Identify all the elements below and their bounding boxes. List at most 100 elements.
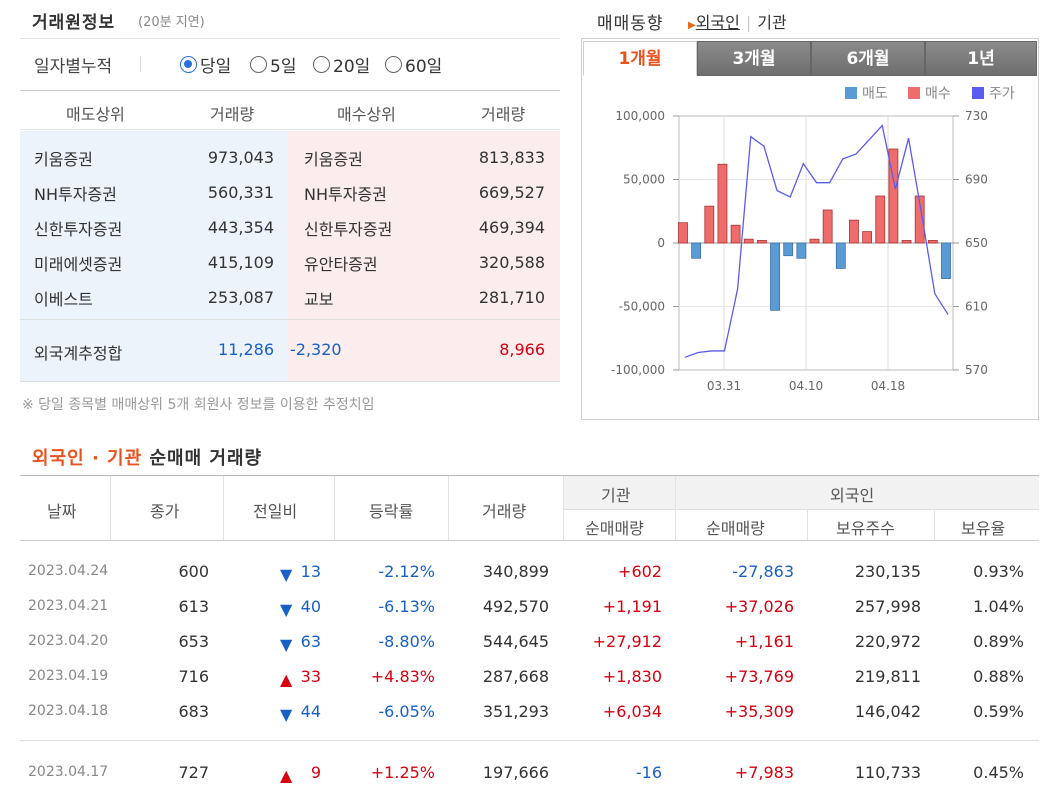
cell-volume: 197,666	[482, 763, 549, 782]
table-row: 2023.04.18 683 ▼ 44 -6.05% 351,293 +6,034 +35,3…	[0, 700, 1063, 735]
buy-bar	[809, 238, 820, 244]
legend-swatch	[972, 87, 984, 99]
buy-bar	[743, 238, 754, 244]
tab-3-months[interactable]: 3개월	[697, 41, 811, 76]
divider: |	[745, 13, 752, 32]
buy-bar	[888, 148, 899, 244]
trade-trend-chart: 100,000 50,000 0 -50,000 -100,000 730 690 650 61…	[611, 86, 1015, 393]
cell-foreign-net: +7,983	[734, 763, 794, 782]
cell-rate: -6.05%	[378, 702, 435, 721]
cell-holding-ratio: 0.89%	[973, 632, 1024, 651]
period-radio-label: 5일	[270, 57, 297, 77]
legend-swatch	[908, 87, 920, 99]
cell-volume: 340,899	[482, 562, 549, 581]
cell-close: 653	[178, 632, 209, 651]
cell-inst-net: +6,034	[602, 702, 662, 721]
th-change: 전일비	[253, 502, 298, 521]
cell-rate: -8.80%	[378, 632, 435, 651]
cell-date: 2023.04.18	[28, 703, 109, 719]
x-tick: 04.18	[871, 379, 905, 393]
net-trade-title: 외국인 · 기관 순매매 거래량	[32, 444, 262, 470]
cell-holding: 219,811	[854, 667, 921, 686]
estimate-note: ※ 당일 종목별 매매상위 5개 회원사 정보를 이용한 추정치임	[22, 397, 375, 413]
y-right-tick: 730	[965, 109, 988, 123]
sell-broker[interactable]: 이베스트	[34, 290, 93, 309]
cell-holding: 220,972	[854, 632, 921, 651]
cell-inst-net: +1,830	[602, 667, 662, 686]
triangle-down-icon: ▼	[280, 565, 293, 584]
cell-date: 2023.04.17	[28, 764, 109, 780]
th-rate: 등락률	[369, 502, 414, 521]
cell-volume: 287,668	[482, 667, 549, 686]
cell-rate: +1.25%	[370, 763, 435, 782]
legend-label: 주가	[989, 86, 1015, 102]
radio-circle-icon	[385, 56, 402, 73]
sell-bar	[796, 242, 807, 259]
buy-broker[interactable]: 교보	[304, 290, 334, 309]
cell-inst-net: +602	[618, 562, 662, 581]
th-foreign-net: 순매매량	[706, 519, 765, 538]
header-buy-volume: 거래량	[481, 105, 526, 124]
period-radio-1[interactable]: 5일	[250, 52, 296, 77]
cell-date: 2023.04.19	[28, 668, 109, 684]
cell-holding: 230,135	[854, 562, 921, 581]
cell-holding-ratio: 0.93%	[973, 562, 1024, 581]
cell-date: 2023.04.24	[28, 563, 109, 579]
link-foreign[interactable]: 외국인	[695, 13, 740, 32]
cell-close: 613	[178, 597, 209, 616]
cell-rate: -2.12%	[378, 562, 435, 581]
sell-broker[interactable]: 키움증권	[34, 150, 93, 169]
tab-1-month[interactable]: 1개월	[583, 41, 697, 76]
y-left-tick: -50,000	[619, 300, 665, 314]
cell-inst-net: +27,912	[592, 632, 662, 651]
trade-trend-title: 매매동향	[597, 14, 664, 34]
buy-bar	[822, 209, 833, 244]
rank-row: 신한투자증권 443,354 신한투자증권 469,394	[0, 213, 1063, 248]
cell-rate: +4.83%	[370, 667, 435, 686]
rank-row: 키움증권 973,043 키움증권 813,833	[0, 143, 1063, 178]
divider	[140, 56, 141, 72]
period-radio-0[interactable]: 당일	[180, 52, 231, 77]
foreign-sell: 11,286	[218, 340, 274, 359]
cell-change: 40	[300, 597, 321, 616]
tab-1-year[interactable]: 1년	[925, 41, 1037, 76]
sell-volume: 560,331	[207, 183, 274, 202]
net-trade-title-rest: 순매매 거래량	[149, 448, 263, 469]
buy-broker[interactable]: 신한투자증권	[304, 220, 393, 239]
divider	[110, 476, 111, 540]
cell-change: 33	[300, 667, 321, 686]
divider	[563, 509, 1039, 510]
cell-volume: 544,645	[482, 632, 549, 651]
th-holding: 보유주수	[836, 519, 895, 538]
cell-foreign-net: -27,863	[732, 562, 794, 581]
period-radio-2[interactable]: 20일	[313, 52, 370, 77]
legend-swatch	[845, 87, 857, 99]
tab-6-months[interactable]: 6개월	[811, 41, 925, 76]
buy-volume: 281,710	[478, 288, 545, 307]
sell-broker[interactable]: 신한투자증권	[34, 220, 123, 239]
cell-date: 2023.04.20	[28, 633, 109, 649]
sell-volume: 415,109	[207, 253, 274, 272]
header-buy-top: 매수상위	[337, 105, 396, 124]
cell-change: 9	[310, 763, 321, 782]
radio-circle-icon	[313, 56, 330, 73]
cell-holding: 110,733	[854, 763, 921, 782]
period-radio-3[interactable]: 60일	[385, 52, 442, 77]
sell-broker[interactable]: 미래에셋증권	[34, 255, 123, 274]
y-right-tick: 690	[965, 173, 988, 187]
cell-close: 600	[178, 562, 209, 581]
buy-broker[interactable]: NH투자증권	[304, 185, 387, 204]
cell-holding: 146,042	[854, 702, 921, 721]
cell-holding-ratio: 0.59%	[973, 702, 1024, 721]
sell-broker[interactable]: NH투자증권	[34, 185, 117, 204]
buy-volume: 669,527	[478, 183, 545, 202]
cell-foreign-net: +1,161	[734, 632, 794, 651]
header-sell-volume: 거래량	[210, 105, 255, 124]
cell-holding-ratio: 0.88%	[973, 667, 1024, 686]
sell-bar	[835, 242, 846, 269]
buy-broker[interactable]: 키움증권	[304, 150, 363, 169]
divider	[20, 319, 560, 320]
link-institution[interactable]: 기관	[757, 13, 787, 32]
buy-broker[interactable]: 유안타증권	[304, 255, 378, 274]
arrow-right-icon: ▶	[688, 20, 696, 31]
